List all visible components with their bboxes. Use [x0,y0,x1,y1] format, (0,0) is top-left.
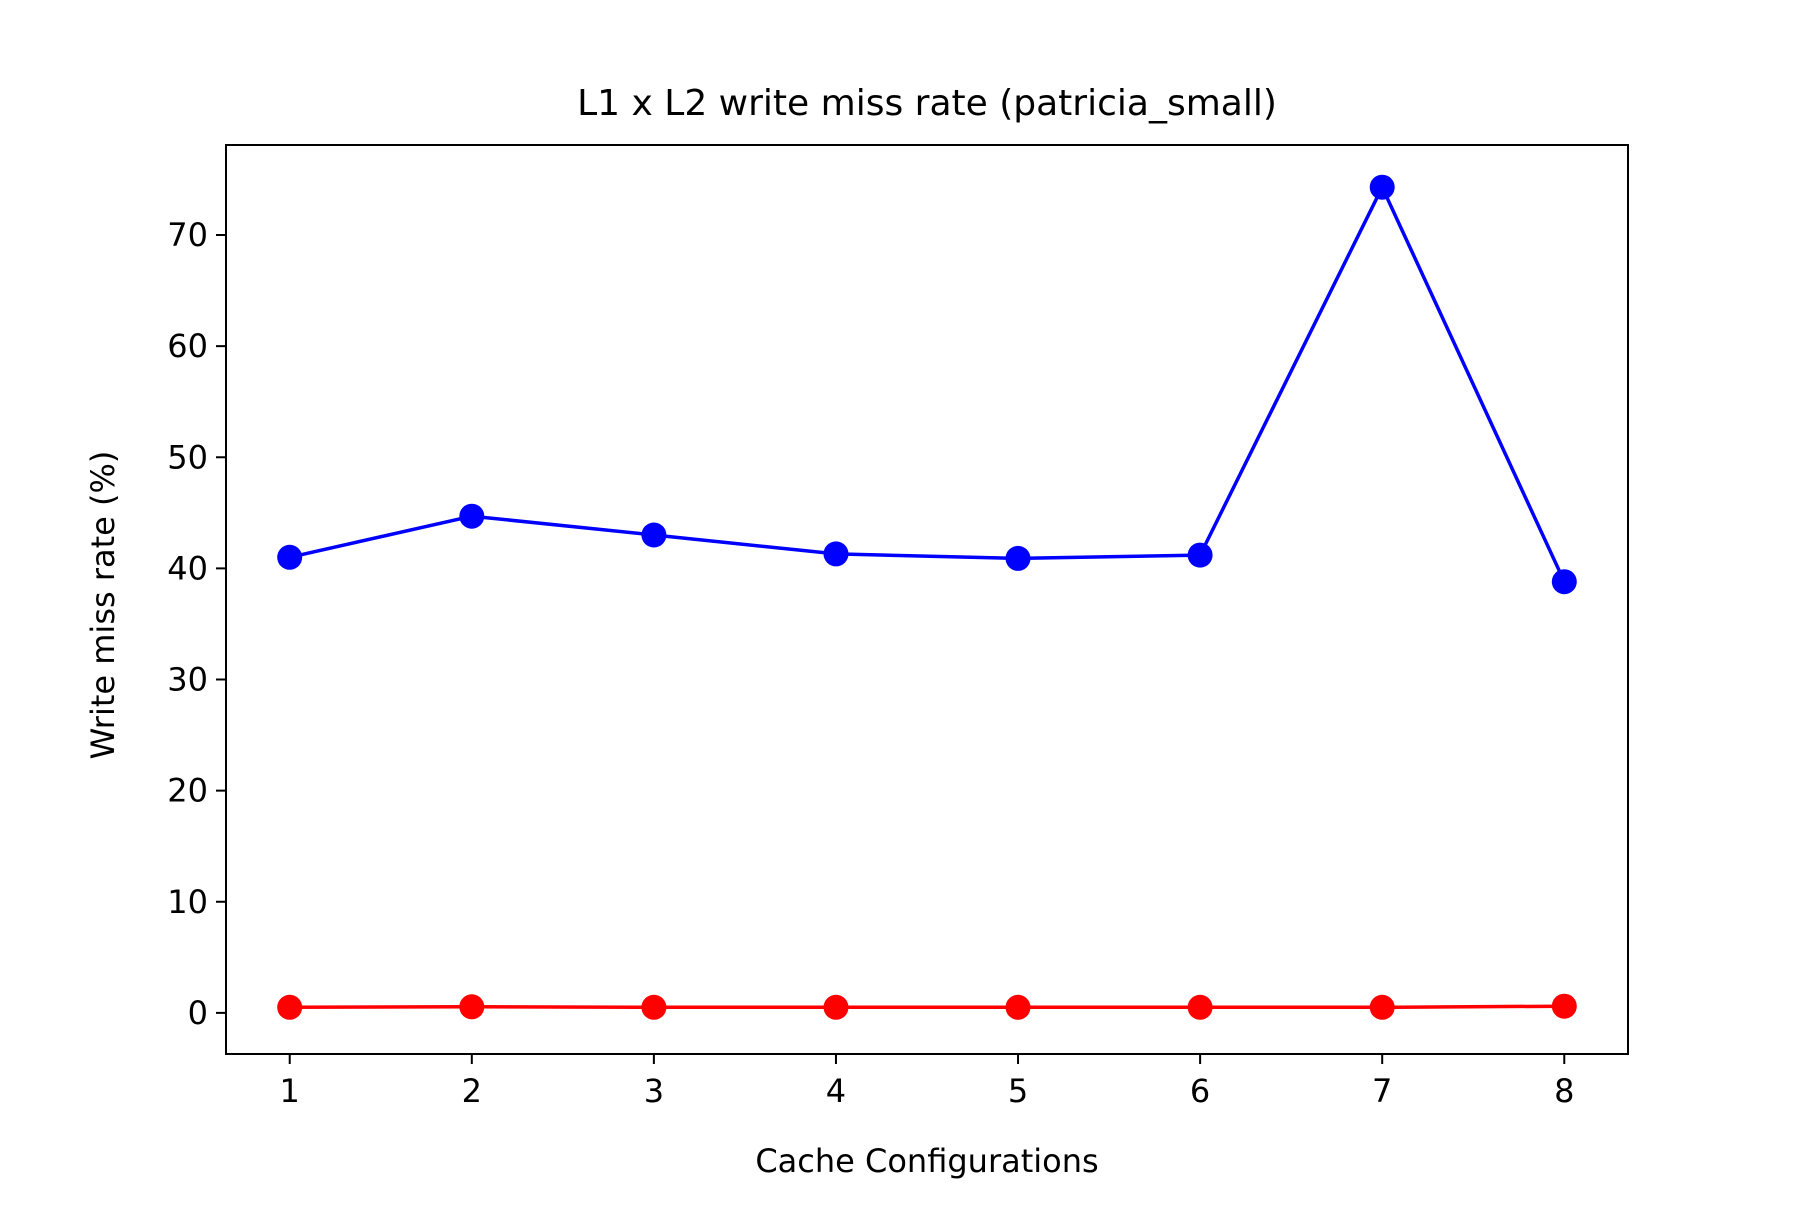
series-1-point-5 [1005,545,1031,571]
series-1-point-8 [1551,569,1577,595]
series-1-point-1 [277,544,303,570]
y-tick-label-5: 40 [167,549,208,587]
y-tick-label-8: 70 [167,216,208,254]
x-tick-label-8: 8 [1554,1072,1574,1110]
axes-frame [225,144,1629,1055]
series-2-point-5 [1005,994,1031,1020]
chart-title: L1 x L2 write miss rate (patricia_small) [577,83,1277,124]
series-2-line [289,1004,1565,1010]
series-2-point-8 [1551,993,1577,1019]
x-tick-label-5: 5 [1008,1072,1028,1110]
series-1-point-3 [641,522,667,548]
x-tick-label-4: 4 [826,1072,846,1110]
x-tick-label-1: 1 [280,1072,300,1110]
x-tick-label-2: 2 [462,1072,482,1110]
series-2-point-2 [459,994,485,1020]
series-1-line [289,185,1566,583]
plot-area: 1 2 3 4 5 6 7 8 0 10 20 30 40 50 60 70 [167,144,1629,1110]
series-2-point-1 [277,994,303,1020]
x-axis-label: Cache Configurations [755,1142,1098,1180]
series-1-point-2 [459,503,485,529]
series-1-point-6 [1187,542,1213,568]
y-tick-label-4: 30 [167,661,208,699]
series-1-point-4 [823,541,849,567]
y-axis-label: Write miss rate (%) [84,451,122,760]
y-tick-label-1: 0 [188,994,208,1032]
x-tick-label-3: 3 [644,1072,664,1110]
series-2-point-7 [1369,994,1395,1020]
series-2-point-6 [1187,994,1213,1020]
y-tick-label-3: 20 [167,772,208,810]
x-tick-label-7: 7 [1372,1072,1392,1110]
y-tick-label-2: 10 [167,883,208,921]
series-2-point-4 [823,994,849,1020]
series-2-point-3 [641,994,667,1020]
series-1-point-7 [1369,174,1395,200]
y-tick-label-7: 60 [167,327,208,365]
x-tick-label-6: 6 [1190,1072,1210,1110]
y-tick-label-6: 50 [167,438,208,476]
